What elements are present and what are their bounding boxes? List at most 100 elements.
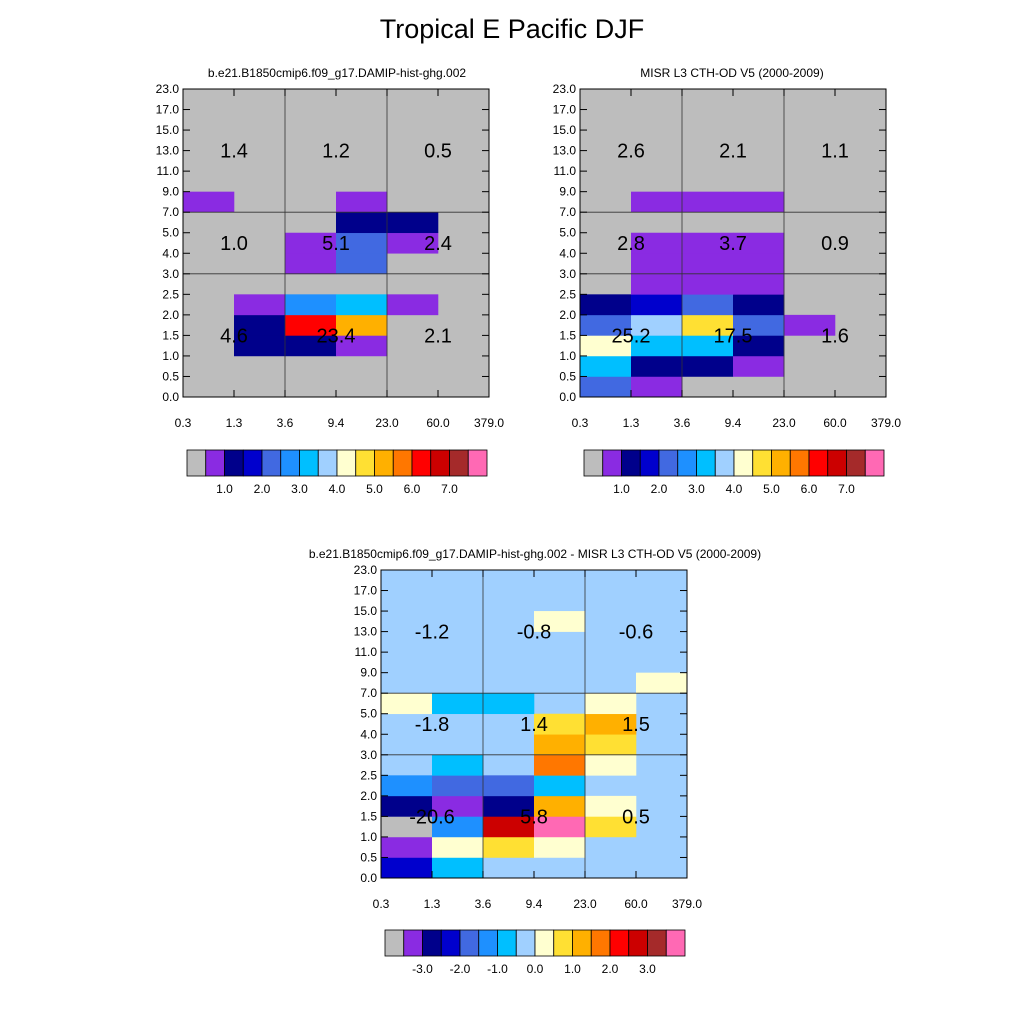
heatmap-cell	[682, 314, 734, 336]
heatmap-cell	[285, 232, 337, 254]
colorbar-swatch	[430, 449, 450, 477]
heatmap-cell	[534, 754, 586, 776]
y-tick-label: 3.0	[162, 267, 179, 281]
colorbar-label: 4.0	[726, 482, 743, 496]
colorbar-swatch	[515, 929, 536, 957]
colorbar-swatch	[658, 449, 679, 477]
colorbar-swatch	[665, 929, 686, 957]
heatmap-cell	[682, 232, 734, 254]
colorbar-label: 1.0	[564, 962, 581, 976]
colorbar-swatch	[752, 449, 772, 477]
colorbar-swatch	[355, 449, 375, 477]
y-tick-label: 15.0	[354, 604, 378, 618]
y-tick-label: 5.0	[360, 707, 377, 721]
heatmap-cell	[483, 795, 535, 817]
x-tick-label: 60.0	[823, 416, 847, 430]
y-tick-label: 2.5	[559, 287, 576, 301]
colorbar-label: 1.0	[216, 482, 233, 496]
y-tick-label: 4.0	[559, 246, 576, 260]
y-tick-label: 0.5	[162, 369, 179, 383]
colorbar-swatch	[224, 449, 244, 477]
x-tick-label: 60.0	[624, 897, 648, 911]
y-tick-label: 17.0	[553, 103, 577, 117]
colorbar-label: 3.0	[639, 962, 656, 976]
heatmap-cell	[381, 795, 433, 817]
heatmap-cell	[234, 335, 286, 357]
x-tick-label: 0.3	[572, 416, 589, 430]
region-value-label: -0.8	[517, 622, 551, 644]
heatmap-cell	[631, 376, 683, 398]
y-tick-label: 0.5	[559, 369, 576, 383]
y-tick-label: 11.0	[157, 164, 180, 178]
heatmap-cell	[432, 775, 484, 797]
heatmap-cell	[631, 253, 683, 275]
colorbar-label: 2.0	[651, 482, 668, 496]
x-tick-label: 9.4	[526, 897, 543, 911]
colorbar-swatch	[583, 449, 604, 477]
region-value-label: 0.5	[424, 141, 452, 163]
heatmap-cell	[733, 253, 785, 275]
colorbar-swatch	[609, 929, 630, 957]
colorbar-swatch	[590, 929, 611, 957]
heatmap-cell	[285, 314, 337, 336]
x-tick-label: 379.0	[474, 416, 504, 430]
colorbar-label: 6.0	[801, 482, 818, 496]
colorbar-label: 5.0	[366, 482, 383, 496]
heatmap-cell	[483, 816, 535, 838]
y-tick-label: 7.0	[559, 205, 576, 219]
colorbar-swatch	[205, 449, 225, 477]
colorbar-swatch	[242, 449, 263, 477]
heatmap-cell	[381, 836, 433, 858]
heatmap-cell	[733, 335, 785, 357]
x-tick-label: 1.3	[424, 897, 441, 911]
colorbar-label: 6.0	[404, 482, 421, 496]
region-value-label: 2.8	[617, 233, 645, 255]
colorbar-swatch	[677, 449, 697, 477]
y-tick-label: 2.0	[360, 789, 377, 803]
heatmap-cell	[784, 314, 836, 336]
y-tick-label: 2.0	[559, 308, 576, 322]
region-value-label: 2.1	[424, 325, 452, 347]
y-tick-label: 1.5	[559, 328, 576, 342]
heatmap-cell	[336, 232, 388, 254]
heatmap-cell	[534, 734, 586, 756]
heatmap-cell	[483, 693, 535, 715]
y-tick-label: 4.0	[162, 246, 179, 260]
colorbar-swatch	[374, 449, 394, 477]
x-tick-label: 0.3	[373, 897, 390, 911]
y-tick-label: 9.0	[559, 185, 576, 199]
heatmap-cell	[585, 795, 637, 817]
region-value-label: 1.4	[220, 141, 248, 163]
heatmap-cell	[733, 232, 785, 254]
panel-1: b.e21.B1850cmip6.f09_g17.DAMIP-hist-ghg.…	[156, 66, 505, 496]
colorbar-swatch	[647, 929, 667, 957]
heatmap-cell	[432, 693, 484, 715]
heatmap-cell	[183, 191, 235, 213]
region-value-label: -20.6	[409, 806, 455, 828]
colorbar-swatch	[422, 929, 442, 957]
y-tick-label: 2.0	[162, 308, 179, 322]
x-tick-label: 9.4	[725, 416, 742, 430]
region-value-label: 1.4	[520, 714, 548, 736]
heatmap-cell	[585, 754, 637, 776]
y-tick-label: 0.5	[360, 850, 377, 864]
colorbar-swatch	[639, 449, 660, 477]
heatmap-cell	[682, 335, 734, 357]
y-tick-label: 7.0	[360, 686, 377, 700]
heatmap-cell	[580, 355, 632, 377]
heatmap-cell	[631, 314, 683, 336]
colorbar-swatch	[280, 449, 300, 477]
heatmap-cell	[336, 191, 388, 213]
heatmap-cell	[381, 693, 433, 715]
heatmap-cell	[534, 836, 586, 858]
region-value-label: 1.5	[622, 714, 650, 736]
heatmap-cell	[580, 376, 632, 398]
region-value-label: 2.6	[617, 141, 645, 163]
colorbar-swatch	[572, 929, 592, 957]
colorbar-swatch	[449, 449, 469, 477]
heatmap-cell	[483, 775, 535, 797]
colorbar-label: 1.0	[613, 482, 630, 496]
heatmap-cell	[636, 672, 688, 694]
colorbar-swatch	[403, 929, 423, 957]
